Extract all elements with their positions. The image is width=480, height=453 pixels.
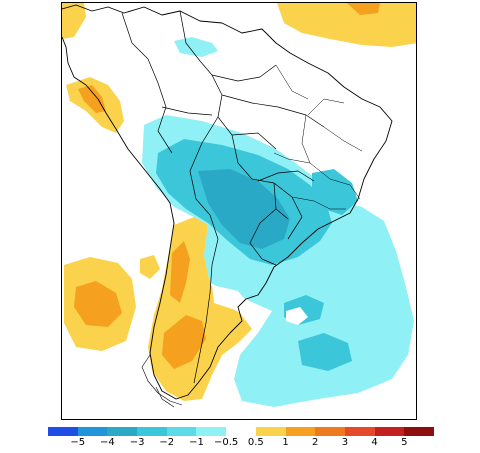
negative-anomaly-regions [142,37,414,407]
colorbar [48,427,435,436]
anomaly-positive-ne-top-core [347,3,380,15]
anomaly-positive-nw-corner [62,3,86,39]
anomaly-positive-peru-core [78,85,106,113]
colorbar-tick-label: 2 [312,437,319,448]
colorbar-tick-label: 3 [341,437,349,448]
colorbar-tick-label: 0.5 [247,437,264,448]
anomaly-positive-chile-core [170,241,190,303]
colorbar-cell [226,427,257,436]
colorbar-tick-label: −5 [70,437,86,448]
colorbar-cell [196,427,227,436]
anomaly-negative-moderate-east [312,169,358,215]
colorbar-cell [315,427,346,436]
map-frame [61,2,417,420]
colorbar-tick-label: −3 [129,437,145,448]
colorbar-tick-label: 1 [282,437,289,448]
anomaly-positive-ne-top [277,3,416,47]
continent-outline [62,4,393,408]
colorbar-cell [374,427,405,436]
anomaly-map [62,3,416,408]
colorbar-tick-label: −4 [100,437,115,448]
patagonia-islands [141,354,183,408]
south-america-coastline [62,4,393,400]
colorbar-cell [404,427,435,436]
colorbar-cell [166,427,197,436]
colorbar-cell [137,427,168,436]
country-borders [121,10,325,384]
anomaly-negative-strong-core [198,169,290,249]
colorbar-tick-label: 4 [371,437,378,448]
anomaly-positive-pacific-core [74,281,122,327]
brazil-state-borders [273,64,363,210]
colorbar-cell [48,427,79,436]
near-zero-ocean-patch-1 [286,307,308,325]
colorbar-cell [107,427,138,436]
colorbar-cell [77,427,108,436]
anomaly-positive-small-patch [140,255,160,279]
colorbar-tick-label: −2 [159,437,175,448]
near-zero-ocean-patch-2 [212,285,248,309]
colorbar-tick-label: 5 [401,437,408,448]
colorbar-cell [285,427,316,436]
anomaly-negative-north-strip [174,37,218,57]
colorbar-tick-label: −0.5 [213,437,239,448]
colorbar-tick-label: −1 [189,437,204,448]
colorbar-cell [344,427,376,436]
anomaly-negative-ocean-south [298,333,352,371]
colorbar-cell [255,427,287,436]
anomaly-positive-patagonia-core [162,315,206,369]
near-zero-regions [212,285,308,325]
